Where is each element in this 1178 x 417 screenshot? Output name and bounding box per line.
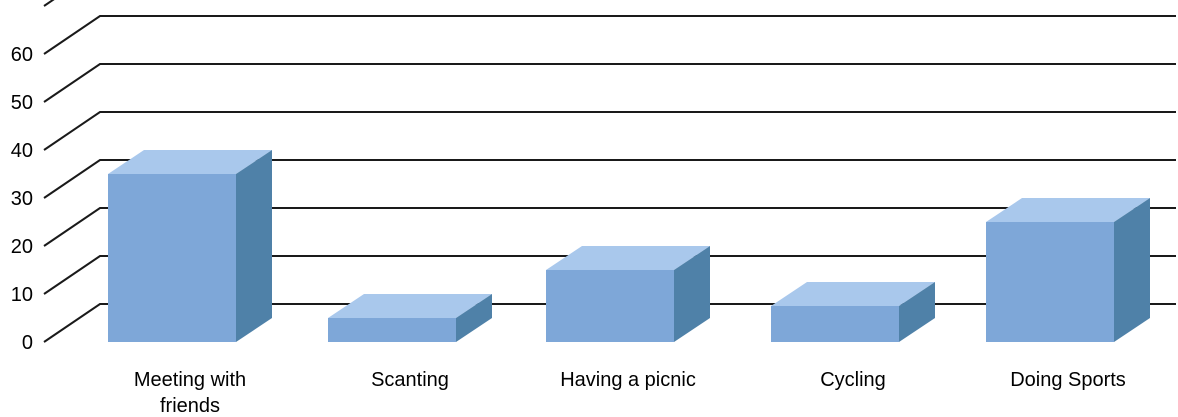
bar-top-face (546, 246, 710, 270)
x-category-label: Meeting with friends (134, 369, 246, 417)
y-tick-label: 40 (11, 140, 33, 162)
bar (108, 150, 272, 342)
bar-front-face (771, 306, 899, 342)
bar-front-face (108, 174, 236, 342)
gridline (43, 207, 1176, 247)
bar-side-face (1114, 198, 1150, 342)
bar (986, 198, 1150, 342)
bars (108, 150, 1150, 342)
bar (546, 246, 710, 342)
x-category-label: Cycling (820, 369, 886, 391)
gridline (43, 255, 1176, 295)
y-tick-label: 50 (11, 92, 33, 114)
bar-top-face (771, 282, 935, 306)
x-category-label: Scanting (371, 369, 449, 391)
x-axis-category-labels: Meeting with friends Scanting Having a picn… (134, 369, 1126, 417)
y-tick-label: 20 (11, 236, 33, 258)
bar-top-face (986, 198, 1150, 222)
gridlines (43, 0, 1176, 343)
y-tick-label: 60 (11, 44, 33, 66)
y-tick-label: 10 (11, 284, 33, 306)
y-tick-label: 0 (22, 332, 33, 354)
bar-front-face (546, 270, 674, 342)
y-tick-label: 30 (11, 188, 33, 210)
gridline (43, 159, 1176, 199)
bar (771, 282, 935, 342)
bar-top-face (108, 150, 272, 174)
bar-side-face (456, 294, 492, 342)
bar-top-face (328, 294, 492, 318)
bar-side-face (674, 246, 710, 342)
gridline (43, 111, 1176, 151)
bar-side-face (899, 282, 935, 342)
x-category-label: Having a picnic (560, 369, 696, 391)
bar (328, 294, 492, 342)
gridline (43, 15, 1176, 55)
y-axis-tick-labels: 0 10 20 30 40 50 60 (11, 44, 33, 354)
x-category-label: Doing Sports (1010, 369, 1126, 391)
bar-front-face (986, 222, 1114, 342)
gridline (43, 63, 1176, 103)
gridline (43, 0, 55, 7)
bar-front-face (328, 318, 456, 342)
bar-side-face (236, 150, 272, 342)
